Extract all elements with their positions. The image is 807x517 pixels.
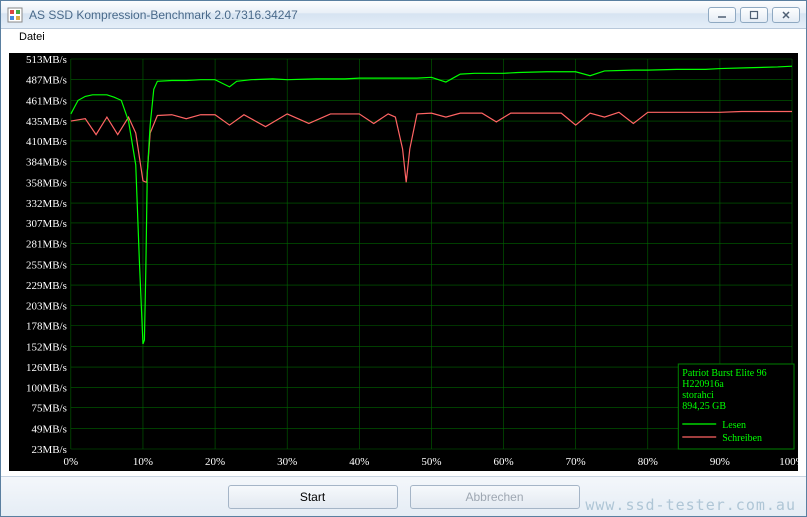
svg-text:384MB/s: 384MB/s bbox=[26, 157, 67, 169]
svg-text:178MB/s: 178MB/s bbox=[26, 321, 67, 333]
svg-text:152MB/s: 152MB/s bbox=[26, 341, 67, 353]
svg-text:50%: 50% bbox=[421, 456, 441, 468]
close-button[interactable] bbox=[772, 7, 800, 23]
svg-text:281MB/s: 281MB/s bbox=[26, 239, 67, 251]
svg-text:358MB/s: 358MB/s bbox=[26, 177, 67, 189]
app-icon bbox=[7, 7, 23, 23]
svg-text:126MB/s: 126MB/s bbox=[26, 362, 67, 374]
svg-text:100%: 100% bbox=[779, 456, 798, 468]
svg-text:70%: 70% bbox=[566, 456, 586, 468]
svg-text:Schreiben: Schreiben bbox=[722, 433, 762, 444]
svg-text:40%: 40% bbox=[349, 456, 369, 468]
svg-text:894,25 GB: 894,25 GB bbox=[682, 401, 726, 412]
svg-text:435MB/s: 435MB/s bbox=[26, 116, 67, 128]
window-title: AS SSD Kompression-Benchmark 2.0.7316.34… bbox=[29, 8, 708, 22]
menubar: Datei bbox=[1, 29, 806, 49]
svg-text:Patriot Burst Elite 96: Patriot Burst Elite 96 bbox=[682, 368, 766, 379]
svg-text:10%: 10% bbox=[133, 456, 153, 468]
svg-text:30%: 30% bbox=[277, 456, 297, 468]
svg-text:49MB/s: 49MB/s bbox=[32, 423, 67, 435]
app-window: AS SSD Kompression-Benchmark 2.0.7316.34… bbox=[0, 0, 807, 517]
svg-text:229MB/s: 229MB/s bbox=[26, 280, 67, 292]
abort-button[interactable]: Abbrechen bbox=[410, 485, 580, 509]
footer-bar: Start Abbrechen bbox=[1, 476, 806, 516]
svg-text:Lesen: Lesen bbox=[722, 420, 746, 431]
svg-text:255MB/s: 255MB/s bbox=[26, 259, 67, 271]
svg-text:100MB/s: 100MB/s bbox=[26, 383, 67, 395]
minimize-button[interactable] bbox=[708, 7, 736, 23]
svg-text:90%: 90% bbox=[710, 456, 730, 468]
window-controls bbox=[708, 7, 800, 23]
svg-text:203MB/s: 203MB/s bbox=[26, 301, 67, 313]
svg-text:307MB/s: 307MB/s bbox=[26, 218, 67, 230]
menu-datei[interactable]: Datei bbox=[11, 29, 53, 45]
svg-text:storahci: storahci bbox=[682, 390, 714, 401]
svg-text:20%: 20% bbox=[205, 456, 225, 468]
svg-text:23MB/s: 23MB/s bbox=[32, 444, 67, 456]
chart-area: 513MB/s 487MB/s 461MB/s 435MB/s 410MB/s 384MB… bbox=[9, 53, 798, 471]
titlebar[interactable]: AS SSD Kompression-Benchmark 2.0.7316.34… bbox=[1, 1, 806, 29]
benchmark-chart: 513MB/s 487MB/s 461MB/s 435MB/s 410MB/s 384MB… bbox=[9, 53, 798, 471]
svg-text:60%: 60% bbox=[494, 456, 514, 468]
svg-text:0%: 0% bbox=[64, 456, 79, 468]
svg-text:487MB/s: 487MB/s bbox=[26, 75, 67, 87]
svg-text:513MB/s: 513MB/s bbox=[26, 54, 67, 66]
svg-text:80%: 80% bbox=[638, 456, 658, 468]
svg-text:410MB/s: 410MB/s bbox=[26, 136, 67, 148]
svg-text:75MB/s: 75MB/s bbox=[32, 403, 67, 415]
start-button[interactable]: Start bbox=[228, 485, 398, 509]
svg-text:461MB/s: 461MB/s bbox=[26, 95, 67, 107]
svg-text:332MB/s: 332MB/s bbox=[26, 198, 67, 210]
svg-text:H220916a: H220916a bbox=[682, 379, 724, 390]
maximize-button[interactable] bbox=[740, 7, 768, 23]
